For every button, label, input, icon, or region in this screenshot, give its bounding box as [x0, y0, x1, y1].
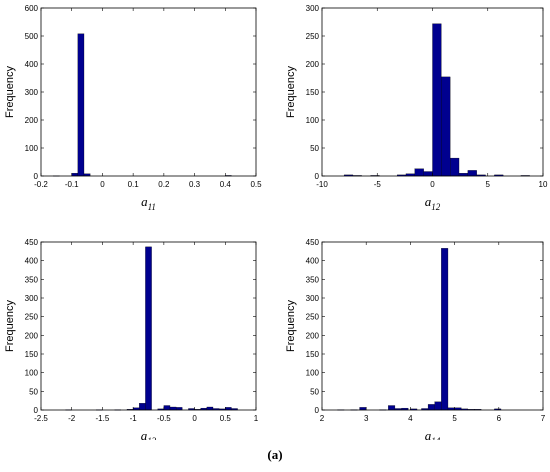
- y-tick-label: 50: [310, 144, 319, 153]
- y-tick-label: 100: [25, 144, 39, 153]
- y-tick-label: 300: [306, 4, 320, 13]
- y-tick-label: 600: [25, 4, 39, 13]
- histogram-bar: [441, 248, 449, 411]
- y-tick-label: 150: [306, 350, 320, 359]
- y-tick-label: 300: [25, 294, 39, 303]
- y-tick-label: 100: [25, 369, 39, 378]
- y-tick-label: 150: [306, 88, 320, 97]
- histogram-bar: [441, 76, 451, 177]
- y-tick-label: 200: [306, 331, 320, 340]
- histogram-bar: [71, 173, 78, 177]
- y-axis-label: Frequency: [4, 300, 16, 352]
- y-tick-label: 400: [25, 257, 39, 266]
- x-tick-label: -1: [130, 414, 138, 423]
- histogram-panel-1: -0.2 -0.1 0 0.1 0.2 0.3 0.4 0.5 0 100 200 300 400 500…: [4, 4, 262, 212]
- histogram-bar: [458, 173, 469, 177]
- x-tick-label: 0: [100, 180, 105, 189]
- histogram-bar: [434, 401, 442, 411]
- histogram-bar: [450, 157, 460, 177]
- y-tick-label: 400: [25, 60, 39, 69]
- x-tick-label: 0.2: [158, 180, 170, 189]
- x-tick-label: 0.3: [189, 180, 201, 189]
- y-tick-label: 50: [29, 387, 38, 396]
- y-tick-label: 100: [306, 369, 320, 378]
- histogram-bar: [139, 403, 146, 411]
- y-tick-label: 350: [25, 275, 39, 284]
- y-tick-label: 100: [306, 116, 320, 125]
- y-tick-label: 0: [34, 406, 39, 415]
- x-tick-label: -0.2: [34, 180, 48, 189]
- axes-frame: [321, 241, 544, 411]
- x-tick-label: -2.5: [34, 414, 48, 423]
- x-tick-label: -5: [374, 180, 382, 189]
- y-axis-label: Frequency: [4, 66, 16, 118]
- histogram-bar: [414, 168, 424, 177]
- y-tick-label: 400: [306, 257, 320, 266]
- y-tick-label: 200: [25, 116, 39, 125]
- histogram-bar: [432, 23, 442, 177]
- histogram-bar: [145, 246, 152, 411]
- histogram-panel-4: 2 3 4 5 6 7 0 50 100 150 200 250 300 350 400 450 Frequen…: [285, 238, 546, 440]
- histogram-bar: [467, 170, 477, 177]
- y-axis-label: Frequency: [285, 300, 297, 352]
- x-axis-label: a13: [141, 428, 157, 440]
- axes-frame: [40, 7, 257, 177]
- histogram-bar: [163, 405, 171, 411]
- axes-frame: [40, 241, 257, 411]
- x-tick-label: 0.1: [128, 180, 140, 189]
- histogram-bar: [206, 406, 214, 411]
- histogram-panel-3: -2.5 -2 -1.5 -1 -0.5 0 0.5 1 0 50 100 150 200 250 300 3…: [4, 238, 259, 440]
- y-tick-label: 200: [306, 60, 320, 69]
- x-tick-label: -2: [68, 414, 76, 423]
- x-tick-label: 4: [408, 414, 413, 423]
- x-tick-label: 5: [486, 180, 491, 189]
- y-tick-label: 450: [25, 238, 39, 247]
- x-tick-label: 1: [254, 414, 259, 423]
- y-tick-label: 150: [25, 350, 39, 359]
- x-tick-label: -0.1: [65, 180, 79, 189]
- histogram-bar: [423, 171, 433, 177]
- x-tick-label: 0.5: [220, 414, 232, 423]
- x-tick-label: 0.5: [250, 180, 262, 189]
- histogram-bar: [388, 405, 396, 411]
- x-tick-label: -1.5: [96, 414, 110, 423]
- y-tick-label: 500: [25, 32, 39, 41]
- histogram-bar: [169, 406, 177, 411]
- x-tick-label: 10: [539, 180, 548, 189]
- y-tick-label: 250: [306, 32, 320, 41]
- y-tick-label: 0: [34, 172, 39, 181]
- histogram-bar: [427, 404, 435, 411]
- x-tick-label: 0.4: [220, 180, 232, 189]
- x-tick-label: 3: [364, 414, 369, 423]
- y-tick-label: 250: [306, 313, 320, 322]
- histogram-figure: -0.2 -0.1 0 0.1 0.2 0.3 0.4 0.50100200300400500…: [4, 4, 548, 440]
- y-tick-label: 350: [306, 275, 320, 284]
- x-tick-label: 6: [497, 414, 502, 423]
- x-axis-label: a14: [425, 428, 441, 440]
- x-tick-label: 2: [320, 414, 325, 423]
- y-tick-label: 0: [315, 172, 320, 181]
- x-axis-label: a11: [141, 194, 156, 212]
- y-tick-label: 0: [315, 406, 320, 415]
- x-tick-label: 5: [452, 414, 457, 423]
- x-axis-label: a12: [425, 194, 441, 212]
- y-tick-label: 300: [306, 294, 320, 303]
- y-tick-label: 250: [25, 313, 39, 322]
- x-tick-label: 0: [430, 180, 435, 189]
- y-axis-label: Frequency: [285, 66, 297, 118]
- x-tick-label: 7: [541, 414, 546, 423]
- y-tick-label: 300: [25, 88, 39, 97]
- y-tick-label: 200: [25, 331, 39, 340]
- x-tick-label: -0.5: [157, 414, 171, 423]
- y-tick-label: 50: [310, 387, 319, 396]
- figure-caption: (a): [267, 447, 283, 462]
- y-tick-label: 450: [306, 238, 320, 247]
- histogram-bar: [77, 33, 85, 177]
- x-tick-label: -10: [316, 180, 328, 189]
- x-tick-label: 0: [192, 414, 197, 423]
